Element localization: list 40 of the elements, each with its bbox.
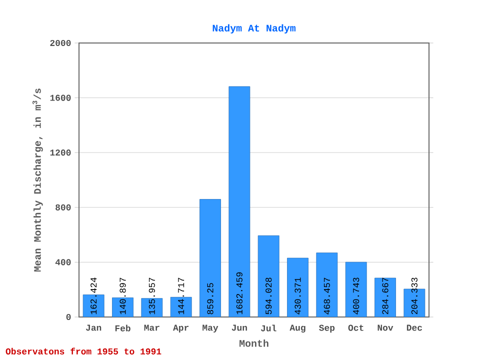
bar	[316, 252, 338, 317]
x-tick-label: Oct	[348, 324, 364, 331]
text: Observatons from 1955 to 1991	[6, 348, 162, 354]
data-label: 204.333	[411, 278, 418, 314]
x-tick-label: Feb	[115, 324, 130, 332]
y-tick-label: 0	[66, 314, 71, 320]
x-tick-label: Sep	[319, 324, 335, 333]
x-tick-label: Apr	[173, 324, 189, 333]
y-tick-label: 2000	[50, 40, 71, 46]
x-tick-label: Aug	[290, 324, 306, 333]
bar	[346, 262, 367, 317]
x-tick-label: Jan	[86, 324, 102, 331]
data-label: 144.717	[178, 278, 184, 314]
x-tick-label: Mar	[144, 324, 160, 331]
y-tick-label: 1200	[50, 150, 71, 156]
x-tick-label: Jul	[260, 324, 276, 332]
x-axis-title: Month	[240, 339, 268, 347]
x-tick-label: May	[202, 324, 218, 333]
data-label: 1682.459	[236, 272, 242, 314]
bar	[287, 258, 308, 317]
x-tick-label: Dec	[406, 324, 422, 331]
data-label: 284.667	[382, 278, 388, 314]
x-tick-label: Nov	[378, 324, 394, 331]
data-label: 135.957	[148, 278, 155, 314]
data-label: 400.743	[353, 278, 360, 314]
data-label: 594.028	[266, 278, 272, 314]
y-tick-label: 1600	[50, 94, 71, 101]
data-label: 859.25	[207, 283, 214, 314]
bar	[228, 86, 250, 317]
data-label: 140.897	[120, 278, 126, 314]
bar	[200, 199, 221, 317]
data-label: 468.457	[324, 278, 330, 314]
y-tick-label: 400	[55, 259, 71, 266]
y-axis-title: Mean Monthly Discharge, in m$^{3}$/s	[32, 88, 43, 272]
chart-title: Nadym At Nadym	[212, 24, 296, 34]
data-label: 162.424	[90, 278, 97, 314]
data-label: 430.371	[294, 278, 301, 314]
bar	[258, 236, 280, 317]
y-tick-label: 800	[56, 204, 71, 210]
x-tick-label: Jun	[232, 324, 247, 331]
